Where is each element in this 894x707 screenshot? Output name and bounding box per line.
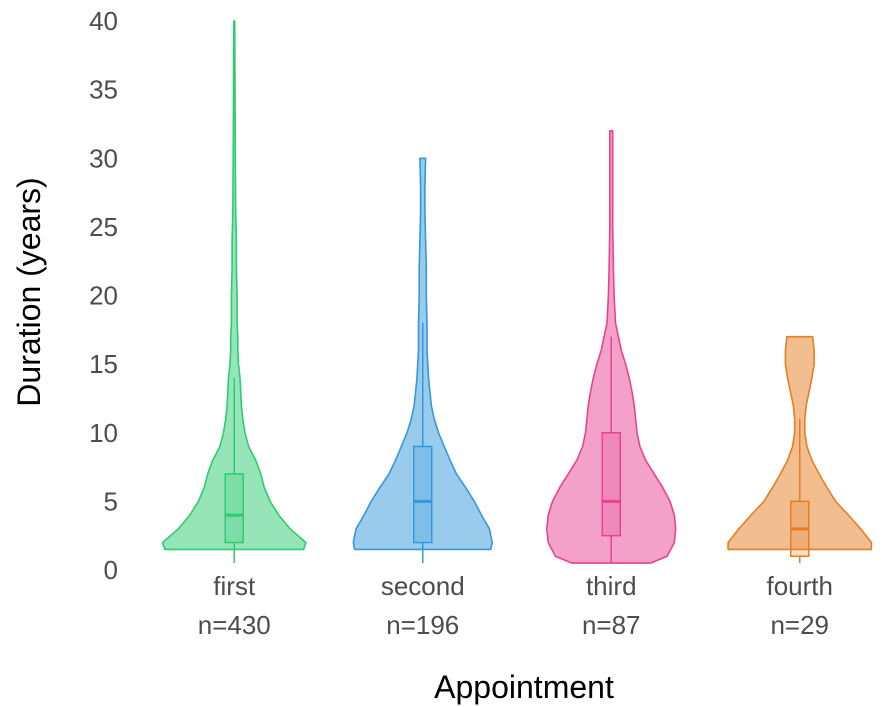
x-tick-count: n=87: [582, 610, 641, 640]
x-tick-label: fourth: [767, 571, 834, 601]
x-tick-label: second: [381, 571, 465, 601]
box-second: [413, 445, 433, 544]
y-tick-label: 0: [104, 555, 118, 585]
y-tick-label: 10: [89, 418, 118, 448]
y-tick-label: 20: [89, 281, 118, 311]
x-tick-label: third: [586, 571, 637, 601]
x-axis-title: Appointment: [434, 669, 614, 705]
x-tick-count: n=196: [386, 610, 459, 640]
violins: [161, 20, 873, 564]
y-tick-label: 30: [89, 143, 118, 173]
y-axis-ticks: 0 5 10 15 20 25 30 35 40: [89, 6, 118, 585]
y-tick-label: 40: [89, 6, 118, 36]
y-tick-label: 15: [89, 349, 118, 379]
x-tick-count: n=29: [770, 610, 829, 640]
box-first: [224, 473, 244, 544]
x-tick-label: first: [213, 571, 256, 601]
y-tick-label: 5: [104, 486, 118, 516]
box-third: [601, 432, 621, 537]
y-tick-label: 35: [89, 75, 118, 105]
x-tick-count: n=430: [198, 610, 271, 640]
y-tick-label: 25: [89, 212, 118, 242]
y-axis-title: Duration (years): [11, 177, 47, 406]
x-axis-ticks: first n=430 second n=196 third n=87 fourth n=29: [198, 571, 833, 640]
violin-first: [161, 20, 307, 551]
